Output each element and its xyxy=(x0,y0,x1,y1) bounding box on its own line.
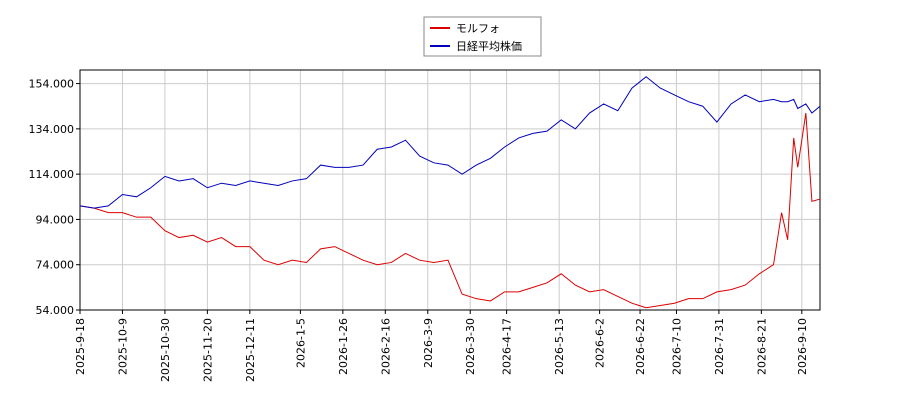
y-tick-label: 54.000 xyxy=(36,304,75,317)
x-tick-label: 2026-6-22 xyxy=(634,318,647,375)
legend-box xyxy=(423,16,542,57)
x-tick-label: 2025-9-18 xyxy=(74,318,87,375)
y-tick-label: 114.000 xyxy=(29,168,75,181)
x-tick-label: 2026-7-10 xyxy=(670,318,683,375)
y-tick-label: 94.000 xyxy=(36,213,75,226)
x-tick-label: 2025-12-11 xyxy=(244,318,257,382)
x-tick-label: 2026-8-21 xyxy=(755,318,768,375)
x-tick-label: 2026-6-2 xyxy=(594,318,607,368)
series-line xyxy=(79,76,821,209)
x-tick-label: 2026-4-17 xyxy=(501,318,514,375)
x-tick-label: 2025-10-30 xyxy=(159,318,172,382)
plot-frame xyxy=(79,69,821,311)
x-tick-label: 2026-5-13 xyxy=(553,318,566,375)
legend-label: モルフォ xyxy=(456,22,500,35)
legend-label: 日経平均株価 xyxy=(456,39,522,53)
x-tick-label: 2025-11-20 xyxy=(201,318,214,382)
x-tick-label: 2026-7-31 xyxy=(713,318,726,375)
x-tick-label: 2026-1-5 xyxy=(294,318,307,368)
x-tick-label: 2026-2-16 xyxy=(379,318,392,375)
plot-area xyxy=(80,70,820,310)
x-tick-label: 2026-1-26 xyxy=(337,318,350,375)
x-tick-label: 2026-3-9 xyxy=(422,318,435,368)
y-tick-label: 74.000 xyxy=(36,259,75,272)
x-tick-label: 2026-3-30 xyxy=(464,318,477,375)
x-tick-label: 2026-9-10 xyxy=(796,318,809,375)
series-line xyxy=(79,112,821,309)
y-tick-label: 134.000 xyxy=(29,123,75,136)
x-tick-label: 2025-10-9 xyxy=(116,318,129,375)
y-tick-label: 154.000 xyxy=(29,78,75,91)
